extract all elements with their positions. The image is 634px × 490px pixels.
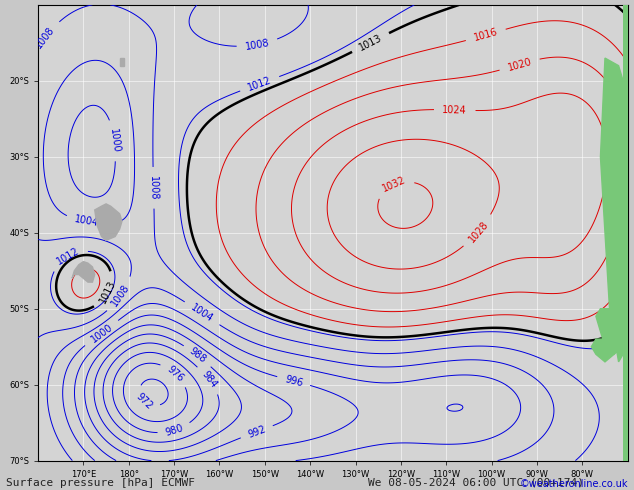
Text: 1016: 1016 (473, 27, 499, 43)
Text: 980: 980 (164, 423, 184, 438)
Text: Surface pressure [hPa] ECMWF: Surface pressure [hPa] ECMWF (6, 478, 195, 488)
Text: 1008: 1008 (110, 282, 132, 308)
Bar (623, 5, 634, 461)
Text: 992: 992 (247, 424, 267, 440)
Text: 1012: 1012 (55, 246, 81, 267)
Polygon shape (600, 58, 634, 362)
Text: 1028: 1028 (467, 219, 490, 244)
Text: 1008: 1008 (148, 175, 158, 200)
Text: 976: 976 (165, 364, 185, 384)
Text: 1013: 1013 (98, 278, 118, 305)
Text: 1004: 1004 (189, 302, 215, 324)
Text: 996: 996 (283, 374, 304, 388)
Text: 1008: 1008 (34, 24, 57, 50)
Text: 1013: 1013 (358, 32, 384, 52)
Text: 1000: 1000 (89, 321, 114, 344)
Text: 1024: 1024 (443, 104, 467, 115)
Text: We 08-05-2024 06:00 UTC (00+174): We 08-05-2024 06:00 UTC (00+174) (368, 478, 584, 488)
Text: 984: 984 (199, 369, 219, 390)
Polygon shape (592, 339, 614, 362)
Text: 972: 972 (134, 391, 154, 411)
Text: 988: 988 (187, 346, 208, 365)
Text: ©weatheronline.co.uk: ©weatheronline.co.uk (519, 479, 628, 489)
Text: 1032: 1032 (380, 175, 407, 195)
Text: 1020: 1020 (507, 56, 533, 73)
Text: 1004: 1004 (74, 214, 100, 228)
Polygon shape (120, 58, 124, 66)
Polygon shape (94, 204, 122, 241)
Polygon shape (596, 309, 623, 354)
Polygon shape (72, 262, 94, 282)
Text: 1000: 1000 (108, 128, 121, 153)
Text: 1012: 1012 (247, 75, 273, 93)
Text: 1008: 1008 (244, 37, 270, 51)
